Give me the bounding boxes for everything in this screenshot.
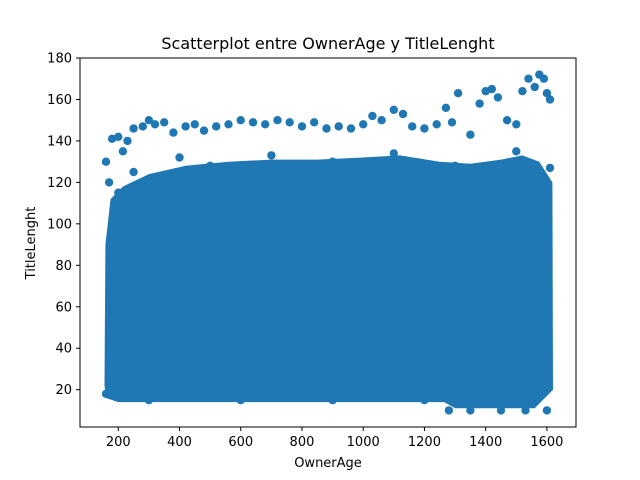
x-axis-label: OwnerAge: [294, 456, 362, 471]
dense-point-cloud: [104, 155, 553, 409]
scatter-point: [441, 103, 451, 113]
x-tick-label: 200: [106, 435, 131, 450]
scatter-point: [493, 93, 503, 102]
scatter-point: [297, 122, 307, 131]
chart-title: Scatterplot entre OwnerAge y TitleLenght: [161, 34, 494, 53]
scatter-point: [368, 111, 377, 121]
y-tick-label: 180: [47, 52, 72, 67]
scatter-point: [129, 167, 138, 177]
scatter-point: [169, 128, 178, 137]
x-tick-label: 1000: [347, 435, 380, 450]
scatter-point: [144, 116, 154, 125]
scatter-point: [236, 116, 245, 125]
scatter-point: [496, 406, 506, 415]
plot-frame: [79, 57, 577, 428]
x-tick-label: 1400: [469, 435, 502, 450]
scatter-point: [466, 130, 475, 139]
scatter-point: [420, 124, 429, 133]
scatter-point: [453, 89, 463, 98]
scatter-point: [432, 120, 441, 129]
scatter-point: [518, 87, 527, 96]
scatter-point: [310, 118, 319, 127]
y-tick-label: 40: [55, 342, 72, 357]
x-tick-label: 400: [167, 435, 192, 450]
scatter-point: [273, 116, 282, 125]
scatter-point: [129, 124, 138, 133]
y-tick-label: 60: [55, 300, 72, 315]
scatter-point: [181, 122, 190, 131]
scatter-point: [114, 132, 123, 141]
y-tick-label: 120: [47, 176, 72, 191]
scatter-point: [466, 406, 475, 415]
scatter-point: [346, 124, 356, 133]
scatter-point: [521, 406, 530, 415]
scatter-point: [150, 120, 160, 129]
scatter-point: [322, 124, 331, 133]
scatter-point: [408, 122, 417, 131]
scatter-point: [487, 84, 496, 94]
scatter-point: [512, 147, 521, 156]
scatter-point: [175, 153, 184, 162]
scatter-point: [236, 395, 245, 405]
scatter-point: [450, 161, 460, 170]
scatter-point: [123, 136, 132, 146]
x-tick-label: 600: [228, 435, 253, 450]
scatter-point: [542, 406, 552, 415]
scatter-point: [118, 147, 128, 156]
y-tick-label: 20: [55, 383, 72, 398]
x-tick-label: 1600: [530, 435, 563, 450]
scatter-point: [389, 149, 398, 158]
scatter-point: [285, 118, 294, 127]
scatter-point: [444, 406, 454, 415]
scatter-point: [539, 74, 549, 83]
scatter-point: [359, 120, 368, 129]
scatter-point: [199, 126, 209, 135]
y-tick-label: 160: [47, 93, 72, 108]
scatter-point: [475, 99, 484, 108]
scatter-points: [101, 70, 555, 415]
x-tick-label: 800: [290, 435, 315, 450]
scatter-point: [545, 163, 555, 173]
scatter-point: [328, 157, 337, 166]
scatter-point: [398, 109, 408, 119]
scatter-point: [160, 118, 169, 127]
scatter-point: [524, 74, 533, 83]
scatter-point: [447, 118, 457, 127]
scatter-point: [512, 120, 521, 129]
scatter-point: [138, 122, 147, 131]
scatter-point: [267, 151, 276, 160]
scatter-point: [530, 82, 539, 92]
scatter-point: [104, 178, 114, 187]
y-axis-label: TitleLenght: [24, 207, 39, 281]
scatter-point: [248, 118, 258, 127]
scatter-point: [101, 157, 111, 166]
scatter-point: [328, 395, 337, 405]
scatter-point: [144, 395, 154, 405]
x-axis: 200 400 600 800 1000 1200 1400 1600: [106, 427, 563, 450]
scatter-point: [101, 389, 111, 398]
scatter-point: [114, 188, 123, 197]
scatter-point: [224, 120, 233, 129]
scatter-point: [542, 89, 552, 98]
y-tick-label: 100: [47, 217, 72, 232]
scatter-point: [334, 122, 343, 131]
scatter-point: [420, 395, 429, 405]
y-tick-label: 80: [55, 259, 72, 274]
scatter-point: [545, 95, 555, 104]
scatter-point: [377, 116, 386, 125]
scatter-point: [502, 116, 512, 125]
scatter-point: [205, 161, 215, 170]
scatter-point: [190, 120, 199, 129]
data-layer: [101, 70, 555, 415]
y-tick-label: 140: [47, 134, 72, 149]
scatter-point: [212, 122, 221, 131]
scatter-point: [389, 105, 398, 115]
x-tick-label: 1200: [408, 435, 441, 450]
y-axis: 20 40 60 80 100 120 140 160 180: [47, 52, 80, 398]
scatter-point: [261, 120, 270, 129]
